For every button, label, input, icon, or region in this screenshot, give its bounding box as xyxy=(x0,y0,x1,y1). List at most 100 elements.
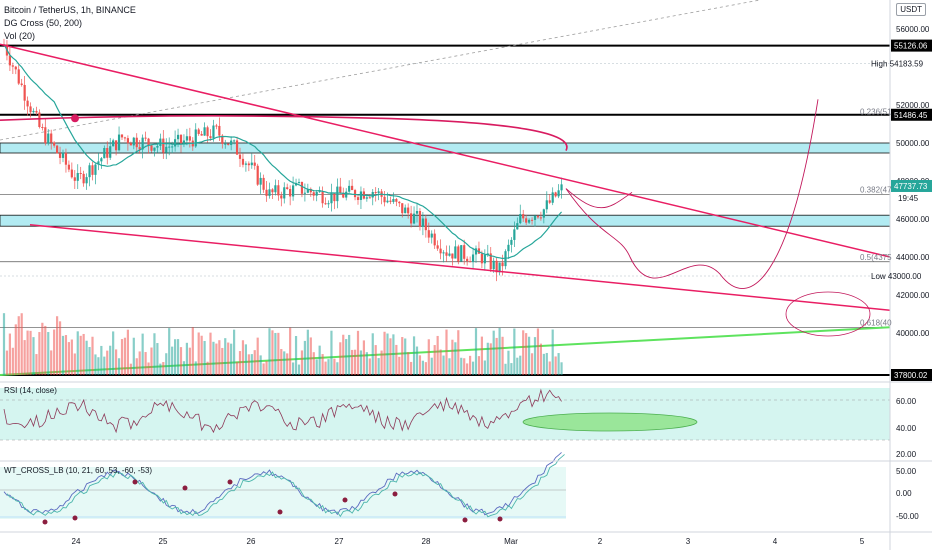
wt-cross-dot xyxy=(42,519,48,525)
volume-bar xyxy=(179,347,183,375)
volume-bar xyxy=(191,327,194,375)
candle xyxy=(424,218,427,231)
current-price-label-bg xyxy=(891,179,932,192)
volume-bar xyxy=(321,354,324,375)
projection-path-2 xyxy=(565,99,819,289)
volume-bar xyxy=(235,361,239,375)
volume-bar xyxy=(439,349,442,375)
volume-bar xyxy=(401,337,404,375)
volume-bar xyxy=(359,350,363,375)
candle xyxy=(206,127,209,137)
volume-bar xyxy=(70,339,73,375)
candle xyxy=(35,110,38,113)
volume-bar xyxy=(286,353,289,375)
volume-bar xyxy=(61,335,65,375)
volume-bar xyxy=(106,350,109,375)
candle xyxy=(368,197,371,199)
candle xyxy=(297,181,301,183)
volume-bar xyxy=(203,340,206,375)
volume-bar xyxy=(259,355,262,375)
candle xyxy=(351,185,354,191)
volume-bar xyxy=(333,358,336,375)
candle xyxy=(371,191,374,198)
upper-trendline xyxy=(0,43,891,258)
volume-bar xyxy=(150,347,153,375)
volume-bar xyxy=(8,333,11,375)
candle xyxy=(262,177,265,190)
volume-bar xyxy=(26,330,29,375)
wt-cross-title[interactable]: WT_CROSS_LB (10, 21, 60, 53, -60, -53) xyxy=(4,466,153,475)
volume-bars xyxy=(2,313,563,375)
volume-bar xyxy=(174,339,177,375)
indicator-volume[interactable]: Vol (20) xyxy=(4,31,36,41)
volume-bar xyxy=(76,331,79,375)
candle xyxy=(256,165,259,185)
candle xyxy=(303,192,306,194)
candle xyxy=(265,189,268,196)
candle xyxy=(321,191,324,204)
time-tick-4: 28 xyxy=(422,537,431,546)
volume-bar xyxy=(345,339,348,375)
candle xyxy=(466,258,469,262)
candle xyxy=(348,185,351,192)
volume-bar xyxy=(224,338,227,375)
currency-button[interactable]: USDT xyxy=(896,3,926,16)
candle xyxy=(469,261,472,263)
candle xyxy=(109,146,112,158)
target-ellipse xyxy=(785,291,871,337)
candle xyxy=(230,140,233,145)
volume-bar xyxy=(132,337,135,375)
volume-bar xyxy=(64,335,68,375)
volume-bar xyxy=(519,355,522,375)
volume-bar xyxy=(507,350,510,375)
candle xyxy=(168,146,171,148)
wt-cross-dot xyxy=(132,479,138,485)
candle xyxy=(280,195,283,199)
candle xyxy=(141,137,144,150)
candle xyxy=(91,165,94,175)
candle xyxy=(427,230,430,238)
candle xyxy=(82,173,85,184)
price-tick-0: 56000.00 xyxy=(896,25,930,34)
candle xyxy=(377,191,380,194)
candle xyxy=(144,137,147,139)
volume-bar xyxy=(407,352,410,375)
candle xyxy=(156,145,159,148)
volume-bar xyxy=(138,351,141,375)
candle xyxy=(268,189,271,196)
candle xyxy=(451,253,454,259)
volume-bar xyxy=(530,353,534,375)
candle xyxy=(50,133,53,143)
candle xyxy=(471,254,475,263)
volume-bar xyxy=(141,333,144,375)
candle xyxy=(495,260,498,273)
volume-bar xyxy=(262,363,265,375)
volume-bar xyxy=(466,363,469,375)
candle xyxy=(129,143,132,146)
candle xyxy=(26,100,29,107)
volume-bar xyxy=(82,333,85,375)
candle xyxy=(64,152,68,165)
candle xyxy=(209,136,212,138)
rsi-line xyxy=(3,388,562,434)
volume-bar xyxy=(442,355,445,375)
volume-bar xyxy=(551,329,554,375)
volume-bar xyxy=(303,340,306,375)
ma-fast-line xyxy=(3,44,563,260)
level-bottom-label: 37800.02 xyxy=(894,371,928,380)
volume-bar xyxy=(85,340,88,375)
volume-bar xyxy=(250,354,253,375)
candle xyxy=(138,147,141,150)
volume-bar xyxy=(348,334,351,375)
wt-cross-dot xyxy=(182,485,188,491)
indicator-dg-cross[interactable]: DG Cross (50, 200) xyxy=(4,18,83,28)
volume-bar xyxy=(5,350,9,375)
candle xyxy=(106,148,109,158)
rsi-tick-1: 40.00 xyxy=(896,424,917,433)
rsi-title[interactable]: RSI (14, close) xyxy=(4,386,57,395)
fib-label-1: 0.382(47 xyxy=(860,185,892,194)
volume-bar xyxy=(44,325,47,375)
candle xyxy=(88,165,91,178)
candle xyxy=(38,112,41,127)
